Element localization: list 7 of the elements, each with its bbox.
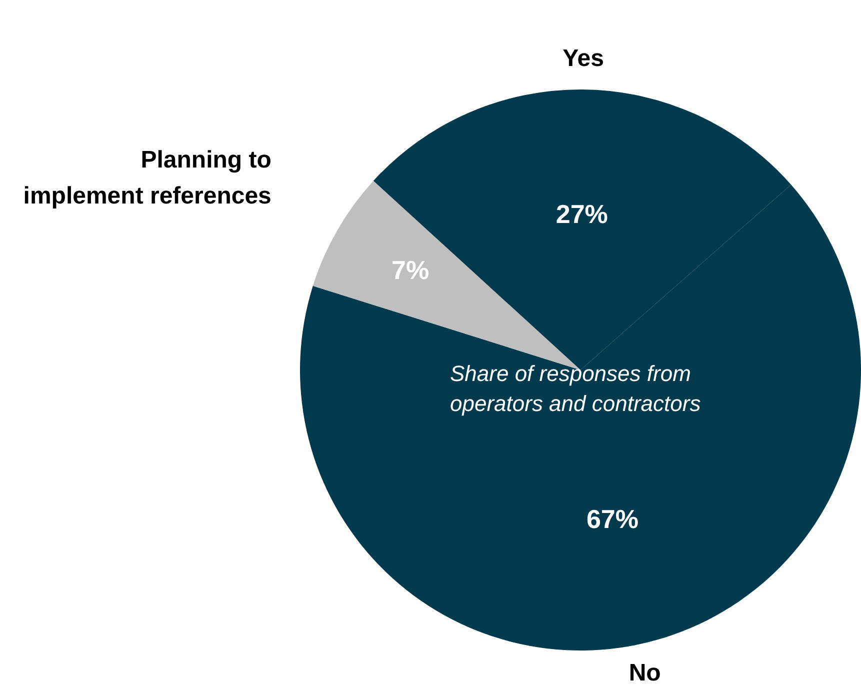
slice-label: Yes [562,45,604,72]
data-label: 67% [586,504,638,534]
data-label: 7% [392,255,430,286]
slice-label: No [628,659,661,686]
slice-label: Planning to implement references [23,146,272,210]
data-label: 27% [556,198,608,229]
text: Share of responses from operators and contractors [450,361,701,416]
